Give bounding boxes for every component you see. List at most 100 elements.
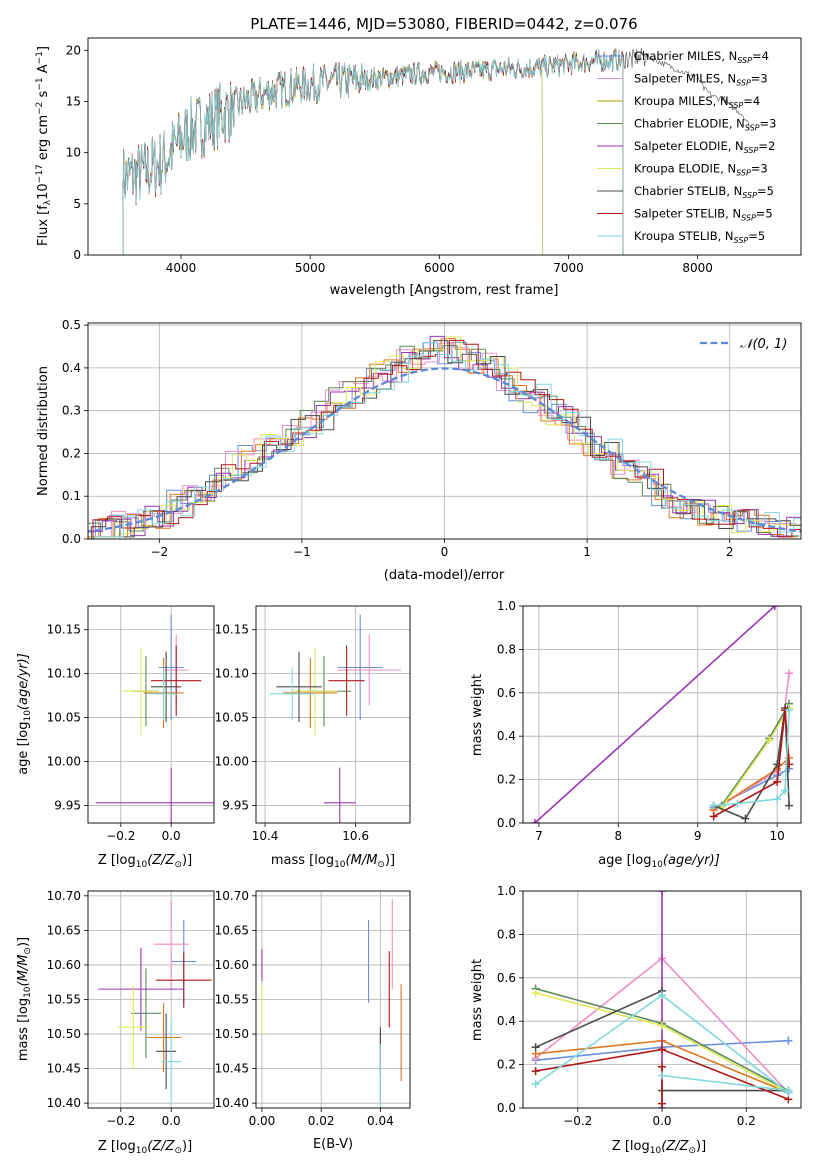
spectrum-ylabel-part: ] [36, 46, 51, 51]
spectrum-ylabel-sub: λ [43, 199, 53, 205]
errorbar-point [153, 899, 189, 990]
massweight-vs-z-plot-area: −0.2 0.0 0.2 0.0 0.2 0.4 0.6 0.8 1.0 [497, 884, 802, 1128]
weight-series [658, 1071, 793, 1095]
legend-name: Chabrier STELIB, N [634, 184, 742, 198]
massweight-vs-z-panel: −0.2 0.0 0.2 0.0 0.2 0.4 0.6 0.8 1.0 Z [log10(Z/… [470, 884, 802, 1156]
errorbar-point [269, 667, 315, 721]
y-tick-label: 0.2 [62, 446, 81, 460]
weight-marker [709, 801, 718, 810]
ylabel-part: mass [log [16, 998, 31, 1061]
histogram-step [88, 338, 798, 538]
errorbar-point [337, 634, 401, 706]
errorbar-point [145, 1002, 182, 1073]
weight-marker [658, 1021, 666, 1030]
spectrum-ylabel-exp: −1 [35, 77, 45, 90]
massweight-vs-z-ylabel: mass weight [470, 959, 485, 1041]
y-tick-label: 1.0 [497, 884, 516, 898]
x-tick-label: 10 [770, 829, 785, 843]
y-tick-label: 0.8 [497, 927, 516, 941]
x-tick-label: 8 [614, 829, 622, 843]
histogram-step [94, 342, 801, 539]
legend-sub: SSP [741, 214, 756, 223]
legend-entry: Salpeter ELODIE, NSSP=2 [634, 139, 775, 155]
weight-marker [658, 891, 666, 895]
xlabel-part: (M/M [346, 853, 378, 868]
y-tick-label: 9.95 [54, 798, 81, 812]
massweight-vs-age-plot-area: 7 8 9 10 0.0 0.2 0.4 0.6 0.8 1.0 [497, 599, 802, 843]
legend-sub: SSP [744, 146, 759, 155]
weight-marker [531, 1080, 540, 1089]
age-vs-z-xlabel: Z [log10(Z/Z⊙)] [98, 853, 192, 870]
plot-marks [88, 335, 801, 539]
legend-count: =3 [751, 162, 768, 176]
weight-marker [785, 801, 794, 810]
xlabel-sub: 10 [650, 1146, 662, 1156]
massweight-vs-age-ylabel: mass weight [470, 674, 485, 756]
x-tick-label: 7000 [553, 261, 584, 275]
spectrum-panel: PLATE=1446, MJD=53080, FIBERID=0442, z=0… [35, 15, 802, 298]
x-tick-label: 0.0 [162, 1114, 181, 1128]
x-tick-label: 0 [441, 545, 449, 559]
mass-vs-ebv-xlabel: E(B-V) [313, 1137, 353, 1152]
errorbar-point [95, 767, 214, 823]
errorbar-point [130, 968, 162, 1059]
histogram-step [88, 335, 801, 539]
y-tick-label: 1.0 [497, 599, 516, 613]
y-tick-label: 10.60 [47, 958, 81, 972]
weight-line [661, 1074, 789, 1092]
plot-marks [98, 899, 212, 1104]
x-tick-label: 8000 [682, 261, 713, 275]
legend-entry: Chabrier MILES, NSSP=4 [634, 49, 769, 65]
x-tick-label: 5000 [295, 261, 326, 275]
legend-count: =3 [751, 72, 768, 86]
errorbar-point [276, 651, 322, 722]
x-tick-label: −2 [150, 545, 168, 559]
mass-vs-z-panel: −0.2 0.0 10.40 10.45 10.50 10.55 10.60 10.65 10.… [16, 889, 215, 1156]
legend-count: =4 [743, 94, 760, 108]
legend-entry: Chabrier STELIB, NSSP=5 [634, 184, 774, 200]
axes-frame [87, 890, 215, 1109]
axes-frame [255, 605, 411, 824]
massweight-vs-age-xlabel: age [log10(age/yr)] [598, 853, 720, 870]
residual-ylabel: Normed distribution [36, 366, 51, 496]
xlabel-part: mass [log [271, 853, 334, 868]
histogram-step [90, 340, 801, 539]
xlabel-part: age [log [598, 853, 651, 868]
xlabel-part: )] [182, 1139, 192, 1154]
legend-name: Chabrier MILES, N [634, 49, 737, 63]
xlabel-part: (Z/Z [147, 853, 175, 868]
x-tick-label: 10.4 [252, 829, 279, 843]
x-tick-label: 2 [726, 545, 734, 559]
legend-entry: Salpeter MILES, NSSP=3 [634, 72, 768, 88]
age-vs-z-ylabel: age [log10(age/yr)] [16, 653, 33, 775]
plot-marks [530, 606, 794, 823]
errorbar-point [292, 647, 338, 736]
errorbar-point [161, 1020, 182, 1104]
y-tick-label: 10.65 [215, 923, 249, 937]
y-tick-label: 0.4 [497, 729, 516, 743]
mass-vs-z-ylabel: mass [log10(M/M⊙)] [16, 937, 33, 1061]
y-tick-label: 0.6 [497, 686, 516, 700]
y-tick-label: 10.15 [215, 623, 249, 637]
axes-frame [522, 605, 802, 824]
weight-marker [531, 1043, 540, 1052]
residual-xlabel: (data-model)/error [384, 568, 505, 583]
y-tick-label: 10 [66, 146, 81, 160]
legend-entry: Kroupa MILES, NSSP=4 [634, 94, 760, 110]
plot-marks [261, 899, 402, 1107]
x-tick-label: 0.0 [652, 1114, 671, 1128]
ylabel-part: (age/yr)] [16, 653, 31, 710]
y-tick-label: 5 [73, 197, 81, 211]
spectrum-ylabel-exp: −1 [35, 51, 45, 64]
x-tick-label: −1 [293, 545, 311, 559]
legend-name: Kroupa MILES, N [634, 94, 729, 108]
legend-sub: SSP [736, 169, 751, 178]
legend-count: =2 [758, 139, 775, 153]
y-tick-label: 10.40 [215, 1096, 249, 1110]
y-tick-label: 10.70 [47, 889, 81, 903]
x-tick-label: −0.2 [106, 829, 135, 843]
legend-name: Kroupa ELODIE, N [634, 162, 736, 176]
xlabel-part: Z [log [98, 853, 136, 868]
errorbar-point [151, 645, 202, 716]
